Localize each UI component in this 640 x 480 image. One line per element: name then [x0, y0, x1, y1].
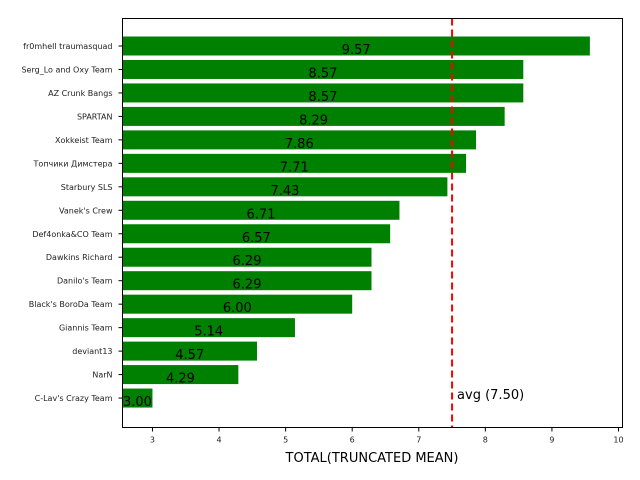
bar [122, 36, 590, 56]
y-tick-label: Starbury SLS [61, 183, 113, 192]
plot-frame [122, 18, 623, 428]
y-tick-label: Xokkeist Team [55, 136, 113, 145]
data-label: 6.71 [247, 207, 276, 222]
bar [122, 106, 505, 126]
x-tick-label: 5 [283, 436, 288, 445]
data-label: 4.29 [166, 372, 195, 387]
x-tick-label: 9 [549, 436, 554, 445]
bar [122, 341, 257, 361]
data-label: 7.43 [270, 184, 299, 199]
y-tick-label: Black's BoroDa Team [29, 300, 113, 309]
x-tick-label: 7 [416, 436, 421, 445]
data-label: 4.57 [175, 348, 204, 363]
data-label: 9.57 [342, 43, 371, 58]
bar [122, 318, 295, 338]
bar [122, 388, 153, 408]
data-label: 8.57 [308, 90, 337, 105]
data-label: 8.57 [308, 66, 337, 81]
y-tick-label: Serg_Lo and Oxy Team [21, 65, 112, 74]
bar [122, 200, 400, 220]
data-label: 7.71 [280, 160, 309, 175]
data-label: 3.00 [123, 395, 152, 410]
bar [122, 83, 524, 103]
bar [122, 365, 239, 385]
y-tick-label: Vanek's Crew [59, 206, 113, 215]
data-label: 6.57 [242, 231, 271, 246]
x-tick-label: 10 [613, 436, 623, 445]
y-tick-label: Danilo's Team [57, 277, 113, 286]
data-label: 5.14 [194, 325, 223, 340]
data-label: 6.00 [223, 301, 252, 316]
y-tick-label: NarN [92, 371, 112, 380]
bar [122, 294, 353, 314]
y-tick-label: Dawkins Richard [46, 253, 113, 262]
bar [122, 153, 467, 173]
y-tick-label: AZ Crunk Bangs [48, 89, 112, 98]
x-tick-label: 8 [483, 436, 488, 445]
bar [122, 247, 372, 267]
y-tick-label: Giannis Team [59, 324, 113, 333]
data-label: 7.86 [285, 137, 314, 152]
x-tick-label: 4 [216, 436, 221, 445]
x-tick-label: 3 [150, 436, 155, 445]
x-axis-label: TOTAL(TRUNCATED MEAN) [285, 451, 459, 466]
bar [122, 177, 448, 197]
y-tick-label: Топчики Димстера [33, 159, 113, 168]
y-tick-label: fr0mhell traumasquad [23, 42, 112, 51]
y-tick-label: C-Lav's Crazy Team [35, 394, 113, 403]
y-tick-label: Def4onka&CO Team [32, 230, 112, 239]
bar [122, 271, 372, 291]
y-tick-label: deviant13 [72, 347, 112, 356]
data-label: 8.29 [299, 113, 328, 128]
bar [122, 59, 524, 79]
bar [122, 224, 391, 244]
x-tick-label: 6 [350, 436, 355, 445]
y-tick-label: SPARTAN [77, 112, 113, 121]
bar [122, 130, 477, 150]
average-label: avg (7.50) [457, 388, 524, 403]
data-label: 6.29 [233, 254, 262, 269]
data-label: 6.29 [233, 278, 262, 293]
